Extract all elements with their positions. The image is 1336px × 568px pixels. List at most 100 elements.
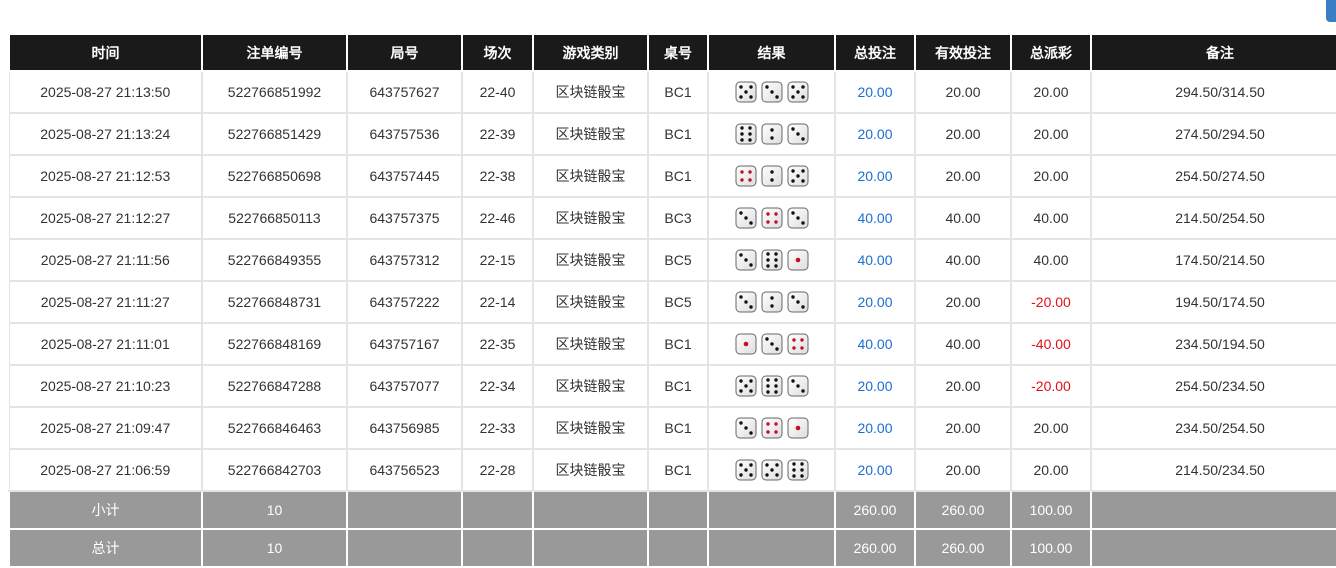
round-cell: 643756523 — [347, 448, 463, 492]
session-cell: 22-34 — [462, 364, 534, 408]
die-face-2-icon — [761, 165, 782, 187]
round-cell: 643757167 — [347, 322, 463, 366]
grand-total-row: 总计 10 260.00 260.00 100.00 — [8, 529, 1336, 568]
result-cell — [708, 238, 836, 282]
valid-bet-cell: 40.00 — [915, 322, 1012, 366]
game-type-cell: 区块链骰宝 — [533, 364, 649, 408]
total-bet-cell[interactable]: 20.00 — [835, 112, 916, 156]
bet-id-cell: 522766850698 — [202, 154, 348, 198]
time-cell: 2025-08-27 21:12:27 — [8, 196, 203, 240]
corner-button[interactable] — [1326, 0, 1336, 22]
die-face-1-icon — [787, 249, 808, 271]
total-bet-cell[interactable]: 40.00 — [835, 322, 916, 366]
payout-cell: 40.00 — [1011, 196, 1092, 240]
bet-id-cell: 522766850113 — [202, 196, 348, 240]
note-cell: 294.50/314.50 — [1091, 70, 1336, 114]
die-face-5-icon — [735, 459, 756, 481]
column-header: 游戏类别 — [532, 35, 649, 72]
payout-cell: -40.00 — [1011, 322, 1092, 366]
note-cell: 234.50/254.50 — [1091, 406, 1336, 450]
column-header: 时间 — [8, 35, 203, 72]
die-face-3-icon — [787, 123, 808, 145]
time-cell: 2025-08-27 21:10:23 — [8, 364, 203, 408]
column-header: 总派彩 — [1010, 35, 1092, 72]
die-face-3-icon — [761, 81, 782, 103]
dice-result — [735, 333, 809, 355]
table-row: 2025-08-27 21:06:59 522766842703 643756523… — [8, 448, 1336, 492]
grand-total-payout: 100.00 — [1010, 529, 1092, 568]
session-cell: 22-38 — [462, 154, 534, 198]
time-cell: 2025-08-27 21:13:50 — [8, 70, 203, 114]
valid-bet-cell: 20.00 — [915, 70, 1012, 114]
note-cell: 214.50/254.50 — [1091, 196, 1336, 240]
table-row: 2025-08-27 21:09:47 522766846463 643756985… — [8, 406, 1336, 450]
dice-result — [735, 375, 809, 397]
session-cell: 22-35 — [462, 322, 534, 366]
total-bet-cell[interactable]: 40.00 — [835, 196, 916, 240]
game-type-cell: 区块链骰宝 — [533, 154, 649, 198]
die-face-5-icon — [787, 81, 808, 103]
session-cell: 22-33 — [462, 406, 534, 450]
table-row: 2025-08-27 21:12:27 522766850113 643757375… — [8, 196, 1336, 240]
grand-total-total: 260.00 — [834, 529, 916, 568]
total-bet-cell[interactable]: 20.00 — [835, 364, 916, 408]
payout-cell: 40.00 — [1011, 238, 1092, 282]
payout-cell: 20.00 — [1011, 154, 1092, 198]
column-header: 有效投注 — [914, 35, 1012, 72]
game-type-cell: 区块链骰宝 — [533, 280, 649, 324]
bet-id-cell: 522766842703 — [202, 448, 348, 492]
die-face-4-icon — [735, 165, 756, 187]
time-cell: 2025-08-27 21:06:59 — [8, 448, 203, 492]
column-header: 备注 — [1090, 35, 1336, 72]
column-header: 结果 — [707, 35, 836, 72]
die-face-2-icon — [761, 123, 782, 145]
column-header: 注单编号 — [201, 35, 348, 72]
column-header: 桌号 — [647, 35, 709, 72]
note-cell: 254.50/234.50 — [1091, 364, 1336, 408]
valid-bet-cell: 40.00 — [915, 238, 1012, 282]
valid-bet-cell: 20.00 — [915, 406, 1012, 450]
payout-cell: 20.00 — [1011, 112, 1092, 156]
session-cell: 22-40 — [462, 70, 534, 114]
total-bet-cell[interactable]: 20.00 — [835, 280, 916, 324]
total-bet-cell[interactable]: 40.00 — [835, 238, 916, 282]
die-face-1-icon — [735, 333, 756, 355]
die-face-2-icon — [761, 291, 782, 313]
valid-bet-cell: 20.00 — [915, 364, 1012, 408]
note-cell: 174.50/214.50 — [1091, 238, 1336, 282]
total-bet-cell[interactable]: 20.00 — [835, 448, 916, 492]
bet-id-cell: 522766848169 — [202, 322, 348, 366]
die-face-6-icon — [761, 249, 782, 271]
die-face-3-icon — [735, 291, 756, 313]
result-cell — [708, 70, 836, 114]
total-bet-cell[interactable]: 20.00 — [835, 406, 916, 450]
table-no-cell: BC1 — [648, 448, 709, 492]
game-type-cell: 区块链骰宝 — [533, 238, 649, 282]
bet-id-cell: 522766848731 — [202, 280, 348, 324]
table-row: 2025-08-27 21:10:23 522766847288 643757077… — [8, 364, 1336, 408]
table-row: 2025-08-27 21:11:56 522766849355 643757312… — [8, 238, 1336, 282]
result-cell — [708, 322, 836, 366]
bet-id-cell: 522766851429 — [202, 112, 348, 156]
bet-records-table: 时间 注单编号 局号 场次 游戏类别 桌号 结果 总投注 有效投注 总派彩 备注 2025-08-2… — [8, 35, 1336, 568]
table-row: 2025-08-27 21:13:50 522766851992 643757627… — [8, 70, 1336, 114]
table-row: 2025-08-27 21:13:24 522766851429 643757536… — [8, 112, 1336, 156]
total-bet-cell[interactable]: 20.00 — [835, 70, 916, 114]
subtotal-payout: 100.00 — [1010, 491, 1092, 530]
die-face-3-icon — [735, 417, 756, 439]
dice-result — [735, 207, 809, 229]
total-bet-cell[interactable]: 20.00 — [835, 154, 916, 198]
table-no-cell: BC1 — [648, 70, 709, 114]
bet-id-cell: 522766851992 — [202, 70, 348, 114]
die-face-5-icon — [787, 165, 808, 187]
round-cell: 643757536 — [347, 112, 463, 156]
time-cell: 2025-08-27 21:11:56 — [8, 238, 203, 282]
result-cell — [708, 112, 836, 156]
note-cell: 234.50/194.50 — [1091, 322, 1336, 366]
dice-result — [735, 165, 809, 187]
table-no-cell: BC1 — [648, 406, 709, 450]
game-type-cell: 区块链骰宝 — [533, 448, 649, 492]
session-cell: 22-14 — [462, 280, 534, 324]
table-row: 2025-08-27 21:11:27 522766848731 643757222… — [8, 280, 1336, 324]
subtotal-row: 小计 10 260.00 260.00 100.00 — [8, 491, 1336, 530]
